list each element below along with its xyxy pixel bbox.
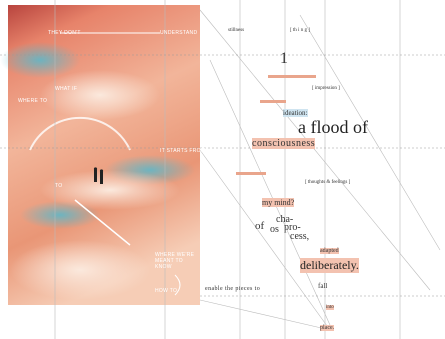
word: place.: [320, 325, 335, 331]
word: my mind?: [262, 198, 295, 207]
word: into: [326, 305, 334, 310]
word: ideation:: [283, 109, 308, 117]
label: IT STARTS FROM: [160, 148, 206, 154]
word: [ impression ]: [312, 86, 340, 91]
label: TO: [55, 183, 63, 189]
word: stillness: [228, 28, 245, 33]
word: [ thoughts & feelings ]: [305, 180, 351, 185]
label: UNDERSTAND: [160, 30, 198, 36]
word: [ th i n g ]: [290, 28, 310, 33]
word: adapted: [320, 248, 339, 254]
word: a flood of: [298, 117, 368, 137]
word: enable the pieces to: [205, 286, 261, 292]
label: WHERE TO: [18, 98, 48, 104]
word: fall: [318, 282, 328, 290]
label: WHAT IF: [55, 86, 78, 92]
word: of: [255, 220, 265, 232]
word: os: [270, 224, 279, 235]
word: cess,: [290, 231, 310, 242]
word: pro-: [284, 222, 301, 233]
word: 1: [280, 50, 288, 67]
word: deliberately.: [300, 258, 359, 273]
label: THEY DON'T: [48, 30, 81, 36]
word: consciousness: [252, 138, 316, 149]
label: HOW TO: [155, 288, 178, 294]
label: WHERE WE'RE MEANT TO KNOW: [155, 252, 195, 270]
word: cha-: [276, 214, 294, 225]
